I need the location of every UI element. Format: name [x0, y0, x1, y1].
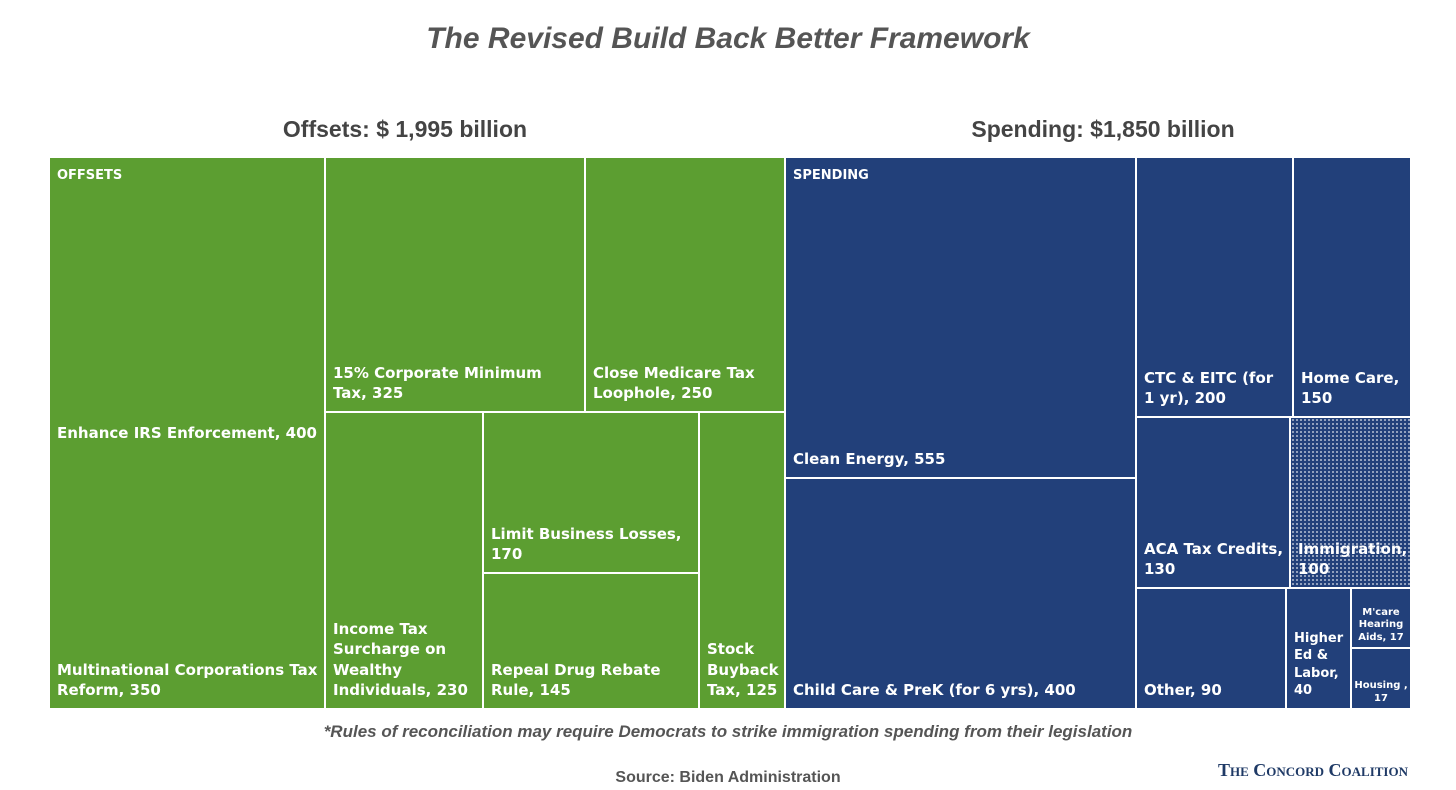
group-label: SPENDING [793, 168, 869, 183]
treemap-cell: Multinational Corporations Tax Reform, 3… [50, 451, 324, 708]
treemap-cell: Repeal Drug Rebate Rule, 145 [484, 574, 698, 708]
cell-label: Home Care, 150 [1301, 368, 1400, 407]
treemap-cell: 15% Corporate Minimum Tax, 325 [326, 158, 584, 411]
cell-label: Child Care & PreK (for 6 yrs), 400 [793, 680, 1076, 699]
cell-label: Stock Buyback Tax, 125 [707, 640, 779, 699]
logo: The Concord Coalition [1217, 760, 1408, 780]
treemap-cell: M'care Hearing Aids, 17 [1352, 589, 1410, 647]
treemap-cell: Limit Business Losses, 170 [484, 413, 698, 572]
treemap-cell: Child Care & PreK (for 6 yrs), 400 [786, 479, 1135, 708]
cell-label: Higher Ed & Labor, 40 [1294, 630, 1344, 699]
treemap-cell: Income Tax Surcharge on Wealthy Individu… [326, 413, 482, 708]
treemap-cell: Housing , 17 [1352, 649, 1410, 708]
treemap-cell: CTC & EITC (for 1 yr), 200 [1137, 158, 1292, 416]
footnote: *Rules of reconciliation may require Dem… [323, 722, 1133, 741]
treemap-cell: Enhance IRS Enforcement, 400 OFFSETS [50, 158, 324, 451]
cell-label: Enhance IRS Enforcement, 400 [57, 423, 317, 442]
cell-label: Income Tax Surcharge on Wealthy Individu… [333, 620, 468, 699]
cell-label: Clean Energy, 555 [793, 449, 946, 468]
cell-label: CTC & EITC (for 1 yr), 200 [1144, 368, 1274, 407]
cell-label: Multinational Corporations Tax Reform, 3… [57, 660, 318, 699]
treemap-cell: Home Care, 150 [1294, 158, 1410, 416]
treemap-cell: Immigration, 100 [1291, 418, 1410, 587]
panel-title: Spending: $1,850 billion [971, 116, 1235, 142]
cell-label: Other, 90 [1144, 680, 1222, 699]
treemap-cell: Higher Ed & Labor, 40 [1287, 589, 1350, 708]
group-label: OFFSETS [57, 168, 123, 183]
cell-label: ACA Tax Credits, 130 [1144, 539, 1284, 578]
cell-label: Housing , 17 [1354, 680, 1408, 704]
treemap-cell: Clean Energy, 555 SPENDING [786, 158, 1135, 477]
source: Source: Biden Administration [615, 769, 841, 786]
treemap-cell: ACA Tax Credits, 130 [1137, 418, 1289, 587]
cell-label: Close Medicare Tax Loophole, 250 [593, 363, 755, 402]
cell-label: M'care Hearing Aids, 17 [1358, 606, 1404, 643]
treemap-cell: Stock Buyback Tax, 125 [700, 413, 784, 708]
treemap-cell: Close Medicare Tax Loophole, 250 [586, 158, 784, 411]
cell-label: 15% Corporate Minimum Tax, 325 [333, 363, 542, 402]
panel-title: Offsets: $ 1,995 billion [282, 116, 528, 142]
treemap-cell: Other, 90 [1137, 589, 1285, 708]
cell-label: Repeal Drug Rebate Rule, 145 [491, 660, 661, 699]
chart-title: The Revised Build Back Better Framework [426, 22, 1030, 55]
cell-label: Immigration, 100 [1298, 539, 1408, 578]
cell-label: Limit Business Losses, 170 [491, 524, 682, 563]
